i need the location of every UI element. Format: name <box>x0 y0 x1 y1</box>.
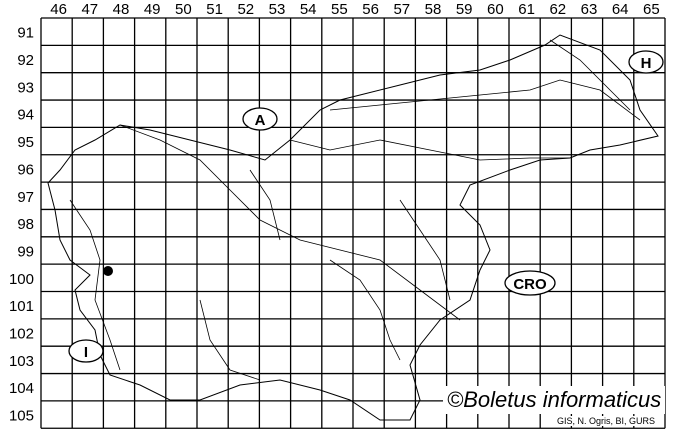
column-label: 50 <box>175 1 192 18</box>
rivers <box>69 39 641 381</box>
country-label-austria: A <box>255 112 266 129</box>
country-labels <box>68 50 664 363</box>
country-label-italy: I <box>84 344 88 361</box>
country-label-hungary: H <box>641 55 652 72</box>
column-label: 51 <box>206 1 223 18</box>
grid-labels: 46 47 48 49 50 51 52 53 54 55 56 57 58 59 60 61 62 63 64 65… <box>9 1 660 425</box>
column-label: 64 <box>612 1 629 18</box>
row-label: 103 <box>9 353 34 370</box>
column-label: 54 <box>300 1 317 18</box>
column-label: 49 <box>144 1 161 18</box>
italy-label-oval <box>68 339 104 363</box>
croatia-label-oval <box>504 270 556 296</box>
source-text: GIS, N. Ogris, BI, GURS <box>555 416 658 426</box>
row-label: 100 <box>9 271 34 288</box>
column-label: 57 <box>393 1 410 18</box>
grid <box>40 17 666 429</box>
row-label: 102 <box>9 326 34 343</box>
row-label: 94 <box>17 107 34 124</box>
column-label: 48 <box>113 1 130 18</box>
austria-label-oval <box>242 107 278 131</box>
column-label: 61 <box>518 1 535 18</box>
column-label: 60 <box>487 1 504 18</box>
row-label: 104 <box>9 380 34 397</box>
row-label: 99 <box>17 243 34 260</box>
record-marker <box>103 266 113 276</box>
column-label: 63 <box>581 1 598 18</box>
row-label: 92 <box>17 52 34 69</box>
country-border <box>47 34 659 421</box>
column-label: 55 <box>331 1 348 18</box>
country-label-croatia: CRO <box>513 276 547 293</box>
column-label: 47 <box>81 1 98 18</box>
row-label: 93 <box>17 79 34 96</box>
column-label: 46 <box>50 1 67 18</box>
row-label: 98 <box>17 216 34 233</box>
row-label: 97 <box>17 189 34 206</box>
column-label: 56 <box>362 1 379 18</box>
column-label: 59 <box>456 1 473 18</box>
column-label: 52 <box>237 1 254 18</box>
column-label: 65 <box>643 1 660 18</box>
column-label: 53 <box>269 1 286 18</box>
column-label: 62 <box>549 1 566 18</box>
row-label: 95 <box>17 134 34 151</box>
column-label: 58 <box>425 1 442 18</box>
hungary-label-oval <box>628 50 664 74</box>
copyright-text: ©Boletus informaticus <box>443 386 666 414</box>
row-label: 91 <box>17 25 34 42</box>
row-label: 96 <box>17 161 34 178</box>
row-label: 105 <box>9 408 34 425</box>
row-label: 101 <box>9 298 34 315</box>
